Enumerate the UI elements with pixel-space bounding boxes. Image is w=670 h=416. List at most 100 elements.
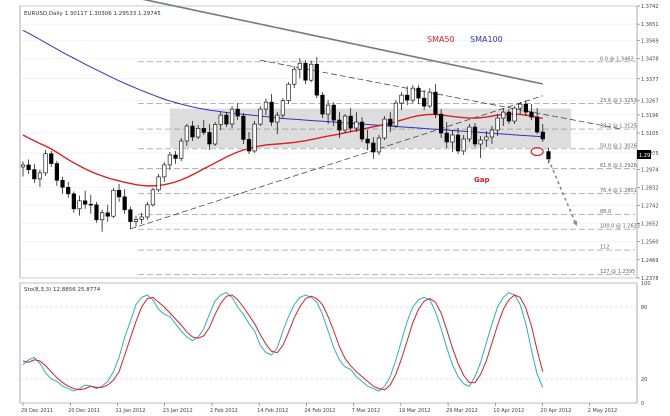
time-tick-label: 7 Mar 2012	[352, 408, 381, 414]
fib-level-label: 0.0 @ 1.3462	[600, 56, 634, 62]
candle-body-bear	[60, 179, 65, 188]
candle-body-bull	[376, 137, 382, 153]
candle	[371, 137, 376, 159]
candle	[280, 98, 286, 119]
candle	[410, 85, 415, 104]
candle	[489, 126, 495, 144]
stoch-axis-ticks: 100 80 20 0	[641, 281, 651, 407]
candle-body-bull	[518, 103, 523, 109]
candle-body-bull	[263, 101, 269, 110]
time-axis: 29 Dec 2011 20 Dec 2011 11 Jan 2012 23 Jan …	[21, 403, 617, 414]
candle	[325, 100, 331, 125]
candle-body-bull	[196, 128, 201, 138]
candle	[37, 169, 43, 187]
price-chart-title: EURUSD,Daily 1.30117 1.30306 1.29533 1.2…	[24, 11, 161, 17]
candle-body-bear	[83, 200, 88, 205]
price-overlay-markers	[530, 146, 578, 227]
candle	[201, 120, 206, 136]
candle	[150, 187, 156, 207]
candle	[145, 201, 150, 220]
candle-body-bull	[280, 100, 286, 116]
candle	[122, 189, 127, 214]
candle	[66, 181, 71, 198]
candle-body-bear	[535, 116, 540, 133]
time-tick-label: 11 Jan 2012	[115, 408, 145, 414]
candle-body-bull	[20, 164, 26, 168]
stoch-title: Sto(8,3,3) 12.8856 25.8774	[24, 287, 101, 293]
candle-body-bull	[184, 125, 189, 142]
candle-body-bear	[455, 134, 461, 152]
price-tick-label: 1.3569	[641, 38, 659, 44]
price-tick-label: 1.3478	[641, 57, 659, 63]
candle-body-bear	[71, 193, 76, 210]
candle-body-bear	[359, 121, 365, 140]
candle	[438, 109, 444, 139]
candle-body-bear	[472, 126, 478, 145]
candle-body-bear	[416, 87, 421, 99]
candle	[229, 106, 235, 129]
fib-level-label: 127 @ 1.2395	[600, 269, 635, 275]
candle	[348, 108, 353, 133]
candle-body-bull	[150, 189, 156, 206]
candle	[506, 109, 512, 125]
candle-body-bear	[224, 114, 229, 125]
candle	[478, 136, 483, 158]
candle-body-bear	[348, 115, 353, 129]
candle-body-bear	[337, 119, 342, 131]
candle	[535, 108, 540, 135]
candle	[88, 194, 93, 214]
candle	[455, 128, 461, 154]
candle	[405, 86, 410, 106]
candle	[393, 100, 399, 129]
time-tick-label: 14 Feb 2012	[257, 408, 288, 414]
candle-body-bull	[461, 138, 466, 152]
candle-body-bear	[529, 111, 534, 118]
candle	[111, 187, 116, 218]
candle-body-bull	[325, 104, 331, 115]
candle	[382, 116, 387, 141]
fib-level-label: 38.2 @ 1.3125	[600, 124, 637, 130]
candle-body-bear	[506, 111, 512, 122]
trendline	[260, 59, 622, 130]
projection-arrowhead	[572, 220, 578, 226]
candle	[342, 114, 348, 134]
candle-body-bull	[297, 62, 302, 70]
candle	[461, 135, 466, 155]
candle	[54, 160, 59, 186]
stoch-main-line	[22, 292, 544, 392]
price-tick-label: 1.3651	[641, 22, 659, 28]
stoch-signal-line	[22, 294, 544, 391]
candle	[472, 123, 478, 147]
main-price-panel: EURUSD,Daily 1.30117 1.30306 1.29533 1.2…	[19, 0, 659, 282]
price-tick-label: 1.2469	[641, 258, 659, 264]
candle-body-bull	[467, 126, 472, 140]
candle-body-bull	[156, 176, 161, 191]
candle-body-bear	[314, 63, 319, 96]
candle-body-bull	[427, 91, 432, 107]
candle	[241, 113, 246, 144]
time-tick-label: 20 Dec 2011	[68, 408, 100, 414]
candle-body-bear	[32, 169, 37, 180]
candle	[501, 108, 506, 127]
candle	[523, 100, 528, 117]
candle-body-bull	[275, 114, 280, 123]
fib-level-label: 76.4 @ 1.2801	[600, 188, 637, 194]
candle-body-bull	[213, 124, 218, 145]
candle-body-bull	[139, 216, 144, 220]
candle	[399, 92, 404, 111]
candle-body-bull	[450, 134, 455, 143]
candle	[263, 98, 269, 116]
candle-body-bear	[269, 101, 274, 123]
sma50-line	[22, 113, 543, 187]
candle	[450, 130, 455, 152]
price-tick-label: 1.2974	[641, 167, 659, 173]
candle	[173, 150, 178, 164]
candle	[179, 138, 184, 161]
candle-body-bear	[94, 204, 99, 221]
candle-body-bear	[173, 154, 178, 159]
candle	[365, 130, 370, 150]
candle	[292, 66, 297, 89]
time-tick-label: 29 Dec 2011	[21, 408, 53, 414]
candle	[167, 151, 173, 170]
